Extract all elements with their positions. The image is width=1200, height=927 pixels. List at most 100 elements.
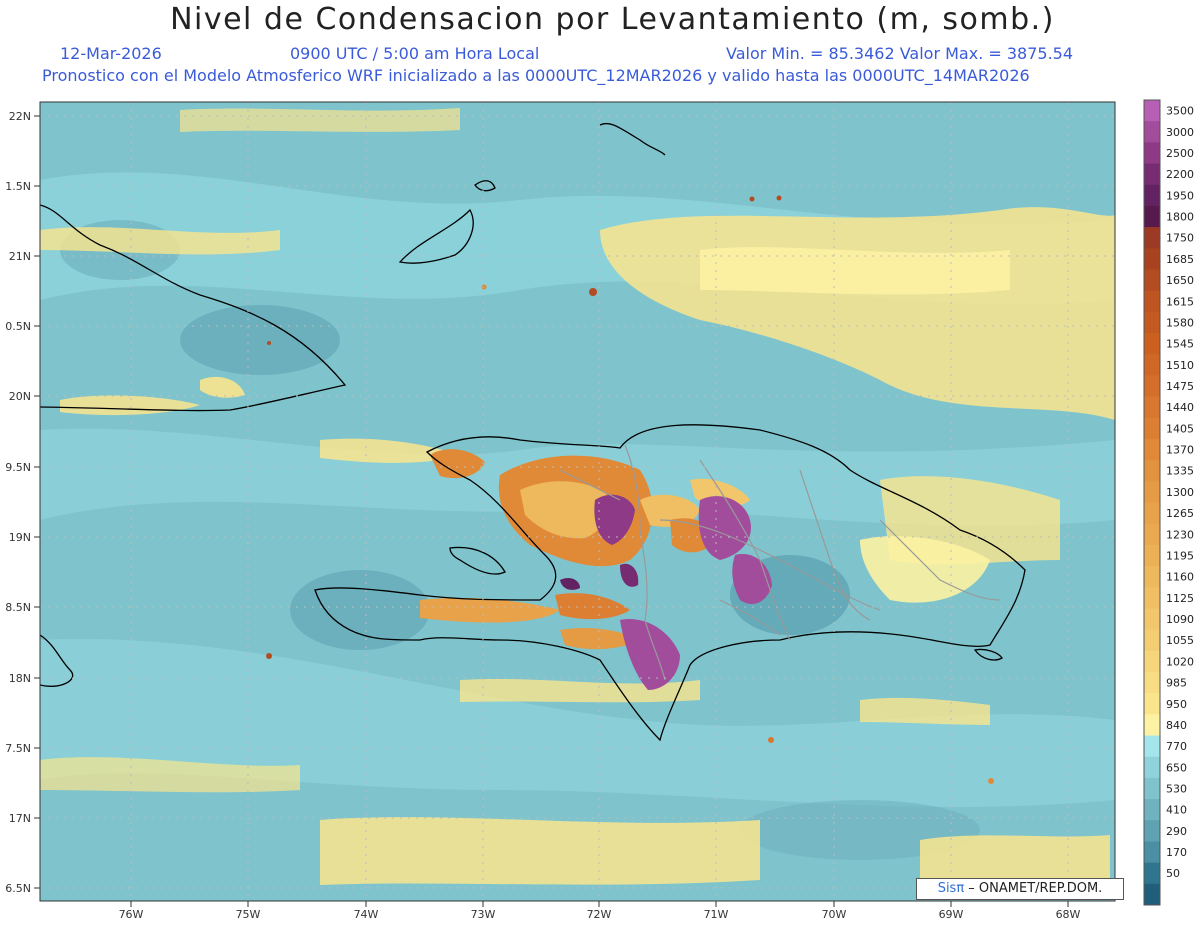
legend-label: 170 <box>1166 846 1187 859</box>
legend-label: 1800 <box>1166 211 1194 224</box>
legend-label: 985 <box>1166 677 1187 690</box>
legend-label: 1125 <box>1166 592 1194 605</box>
legend-swatch <box>1144 121 1160 143</box>
map-title: Nivel de Condensacion por Levantamiento … <box>170 2 1055 37</box>
model-info: Pronostico con el Modelo Atmosferico WRF… <box>42 66 1030 85</box>
legend-swatch <box>1144 438 1160 461</box>
legend-swatch <box>1144 523 1160 546</box>
lon-label: 72W <box>587 908 612 921</box>
coastlines <box>40 122 1026 742</box>
lat-label: 9.5N <box>5 461 31 474</box>
lat-label: 22N <box>9 110 31 123</box>
legend-swatch <box>1144 333 1160 355</box>
legend-swatch <box>1144 269 1160 292</box>
legend-swatch <box>1144 629 1160 652</box>
lat-label: 8.5N <box>5 601 31 614</box>
field-layer <box>40 102 1115 901</box>
lon-label: 69W <box>939 908 964 921</box>
legend-label: 1160 <box>1166 571 1194 584</box>
legend-swatch <box>1144 820 1160 842</box>
legend-swatch <box>1144 714 1160 737</box>
legend-swatch <box>1144 354 1160 376</box>
legend-label: 1370 <box>1166 444 1194 457</box>
lat-label: 1.5N <box>5 180 31 193</box>
credit-text: – ONAMET/REP.DOM. <box>964 881 1103 896</box>
legend-label: 530 <box>1166 782 1187 795</box>
lat-label: 0.5N <box>5 320 31 333</box>
legend-label: 1580 <box>1166 316 1194 329</box>
legend-label: 1195 <box>1166 549 1194 562</box>
legend-swatch <box>1144 671 1160 694</box>
lon-label: 73W <box>471 908 496 921</box>
legend-label: 1440 <box>1166 401 1194 414</box>
lat-label: 18N <box>9 672 31 685</box>
legend-label: 290 <box>1166 825 1187 838</box>
legend-label: 1750 <box>1166 232 1194 245</box>
legend-label: 50 <box>1166 867 1180 880</box>
legend-label: 1300 <box>1166 486 1194 499</box>
forecast-date: 12-Mar-2026 <box>60 44 162 63</box>
lat-label: 6.5N <box>5 882 31 895</box>
legend-swatch <box>1144 184 1160 207</box>
legend-swatch <box>1144 375 1160 398</box>
color-legend: 3500 3000 2500 2200 1950 1800 1750 1685 1650 1615… <box>1143 99 1194 906</box>
legend-label: 1475 <box>1166 380 1194 393</box>
legend-swatch <box>1144 290 1160 313</box>
graticule <box>40 102 1115 901</box>
legend-swatch <box>1144 311 1160 334</box>
lat-label: 19N <box>9 531 31 544</box>
lat-label: 21N <box>9 250 31 263</box>
legend-swatch <box>1144 799 1160 821</box>
lon-label: 68W <box>1056 908 1081 921</box>
legend-label: 1650 <box>1166 274 1194 287</box>
legend-label: 2500 <box>1166 147 1194 160</box>
legend-swatch <box>1144 608 1160 631</box>
legend-label: 2200 <box>1166 168 1194 181</box>
legend-swatch <box>1144 587 1160 609</box>
legend-label: 1230 <box>1166 528 1194 541</box>
value-range: Valor Min. = 85.3462 Valor Max. = 3875.5… <box>726 44 1074 63</box>
legend-swatch <box>1144 883 1160 906</box>
borders <box>559 444 1001 681</box>
legend-label: 3500 <box>1166 105 1194 118</box>
legend-label: 1685 <box>1166 253 1194 266</box>
legend-frame <box>1143 99 1161 906</box>
lon-label: 74W <box>354 908 379 921</box>
legend-label: 410 <box>1166 804 1187 817</box>
legend-label: 1020 <box>1166 655 1194 668</box>
sispi-logo: Sisπ <box>937 881 965 896</box>
plot-frame <box>39 101 1116 902</box>
legend-label: 1055 <box>1166 634 1194 647</box>
legend-swatch <box>1144 396 1160 419</box>
forecast-time: 0900 UTC / 5:00 am Hora Local <box>290 44 540 63</box>
credit-box: Sisπ – ONAMET/REP.DOM. <box>916 878 1124 900</box>
lat-label: 7.5N <box>5 742 31 755</box>
ticks <box>34 115 1069 907</box>
lat-label: 17N <box>9 812 31 825</box>
legend-swatch <box>1144 502 1160 525</box>
legend-label: 1265 <box>1166 507 1194 520</box>
legend-swatch <box>1144 544 1160 567</box>
legend-swatch <box>1144 142 1160 165</box>
legend-label: 1545 <box>1166 338 1194 351</box>
lat-label: 20N <box>9 390 31 403</box>
legend-swatch <box>1144 693 1160 715</box>
legend-label: 3000 <box>1166 126 1194 139</box>
legend-swatch <box>1144 650 1160 673</box>
legend-swatch <box>1144 481 1160 503</box>
legend-swatch <box>1144 756 1160 779</box>
legend-swatch <box>1144 205 1160 228</box>
legend-swatch <box>1144 163 1160 186</box>
legend-swatch <box>1144 862 1160 885</box>
legend-swatch <box>1144 841 1160 864</box>
legend-label: 1405 <box>1166 422 1194 435</box>
legend-swatch <box>1144 566 1160 588</box>
legend-label: 840 <box>1166 719 1187 732</box>
legend-label: 1950 <box>1166 189 1194 202</box>
legend-label: 950 <box>1166 698 1187 711</box>
lon-label: 76W <box>119 908 144 921</box>
legend-label: 650 <box>1166 761 1187 774</box>
lon-label: 70W <box>822 908 847 921</box>
lon-label: 75W <box>236 908 261 921</box>
